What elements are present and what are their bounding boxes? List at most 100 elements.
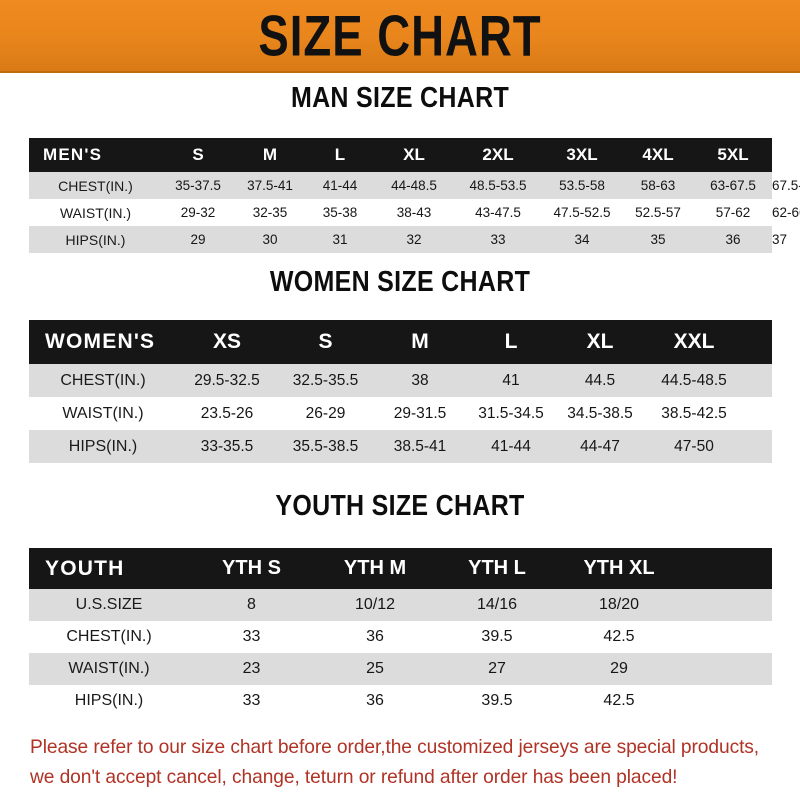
cell-empty [744,397,772,430]
cell: 31 [306,226,374,253]
women-section-title: WOMEN SIZE CHART [269,265,531,299]
row-label: CHEST(IN.) [29,364,177,397]
women-table-header-row: WOMEN'S XS S M L XL XXL [29,320,772,364]
women-col-header: M [374,320,466,364]
row-label: WAIST(IN.) [29,397,177,430]
cell: 34.5-38.5 [556,397,644,430]
row-label: WAIST(IN.) [29,199,162,226]
row-label: CHEST(IN.) [29,172,162,199]
youth-col-header: YTH L [436,548,558,589]
cell: 29 [162,226,234,253]
cell: 38 [374,364,466,397]
women-corner-label: WOMEN'S [29,320,177,364]
cell: 41-44 [306,172,374,199]
men-col-header: 3XL [542,138,622,172]
table-row: HIPS(IN.) 33 36 39.5 42.5 [29,685,772,717]
cell: 35-37.5 [162,172,234,199]
cell: 33 [189,621,314,653]
table-row: WAIST(IN.) 23.5-26 26-29 29-31.5 31.5-34… [29,397,772,430]
men-table-header-row: MEN'S S M L XL 2XL 3XL 4XL 5XL 6XL [29,138,800,172]
cell: 33-35.5 [177,430,277,463]
youth-corner-label: YOUTH [29,548,189,589]
cell: 14/16 [436,589,558,621]
table-row: WAIST(IN.) 23 25 27 29 [29,653,772,685]
notice-line-1: Please refer to our size chart before or… [30,736,760,758]
table-row: WAIST(IN.) 29-32 32-35 35-38 38-43 43-47… [29,199,800,226]
youth-size-table: YOUTH YTH S YTH M YTH L YTH XL U.S.SIZE … [29,548,772,717]
men-col-header: 2XL [454,138,542,172]
men-col-header: XL [374,138,454,172]
cell-empty [744,430,772,463]
cell: 29.5-32.5 [177,364,277,397]
cell: 34 [542,226,622,253]
youth-col-header: YTH XL [558,548,680,589]
cell: 36 [694,226,772,253]
cell: 44.5-48.5 [644,364,744,397]
cell: 36 [314,621,436,653]
cell: 44-47 [556,430,644,463]
cell: 35.5-38.5 [277,430,374,463]
row-label: HIPS(IN.) [29,226,162,253]
cell: 42.5 [558,685,680,717]
page-title: SIZE CHART [258,3,542,68]
men-col-header: S [162,138,234,172]
youth-col-header: YTH S [189,548,314,589]
cell: 57-62 [694,199,772,226]
men-size-table: MEN'S S M L XL 2XL 3XL 4XL 5XL 6XL CHEST… [29,138,800,253]
row-label: HIPS(IN.) [29,685,189,717]
order-notice: Please refer to our size chart before or… [30,732,767,792]
table-row: U.S.SIZE 8 10/12 14/16 18/20 [29,589,772,621]
women-col-header: XS [177,320,277,364]
cell-empty [744,364,772,397]
cell: 38.5-42.5 [644,397,744,430]
cell: 18/20 [558,589,680,621]
cell-empty [680,685,772,717]
youth-col-header: YTH M [314,548,436,589]
cell: 31.5-34.5 [466,397,556,430]
cell: 44.5 [556,364,644,397]
cell: 29-31.5 [374,397,466,430]
cell: 42.5 [558,621,680,653]
men-col-header: 5XL [694,138,772,172]
notice-line-2: we don't accept cancel, change, teturn o… [30,766,678,788]
cell-empty [680,621,772,653]
cell: 36 [314,685,436,717]
row-label: U.S.SIZE [29,589,189,621]
cell: 47.5-52.5 [542,199,622,226]
man-section-title: MAN SIZE CHART [290,81,510,115]
cell: 23.5-26 [177,397,277,430]
men-col-header: L [306,138,374,172]
women-col-header: S [277,320,374,364]
table-row: CHEST(IN.) 33 36 39.5 42.5 [29,621,772,653]
banner: SIZE CHART [0,0,800,73]
cell: 26-29 [277,397,374,430]
cell: 30 [234,226,306,253]
table-row: HIPS(IN.) 29 30 31 32 33 34 35 36 37 [29,226,787,253]
youth-table-header-row: YOUTH YTH S YTH M YTH L YTH XL [29,548,772,589]
cell: 32-35 [234,199,306,226]
row-label: HIPS(IN.) [29,430,177,463]
row-label: CHEST(IN.) [29,621,189,653]
men-col-header: M [234,138,306,172]
cell: 37.5-41 [234,172,306,199]
cell: 35-38 [306,199,374,226]
men-col-header: 4XL [622,138,694,172]
cell: 29 [558,653,680,685]
table-row: CHEST(IN.) 35-37.5 37.5-41 41-44 44-48.5… [29,172,800,199]
cell: 43-47.5 [454,199,542,226]
cell: 27 [436,653,558,685]
men-corner-label: MEN'S [29,138,162,172]
row-label: WAIST(IN.) [29,653,189,685]
cell-empty [680,589,772,621]
cell: 35 [622,226,694,253]
cell: 47-50 [644,430,744,463]
cell: 41 [466,364,556,397]
cell: 39.5 [436,621,558,653]
youth-col-header-empty [680,548,772,589]
cell: 38.5-41 [374,430,466,463]
cell: 8 [189,589,314,621]
cell: 44-48.5 [374,172,454,199]
cell: 41-44 [466,430,556,463]
cell: 53.5-58 [542,172,622,199]
